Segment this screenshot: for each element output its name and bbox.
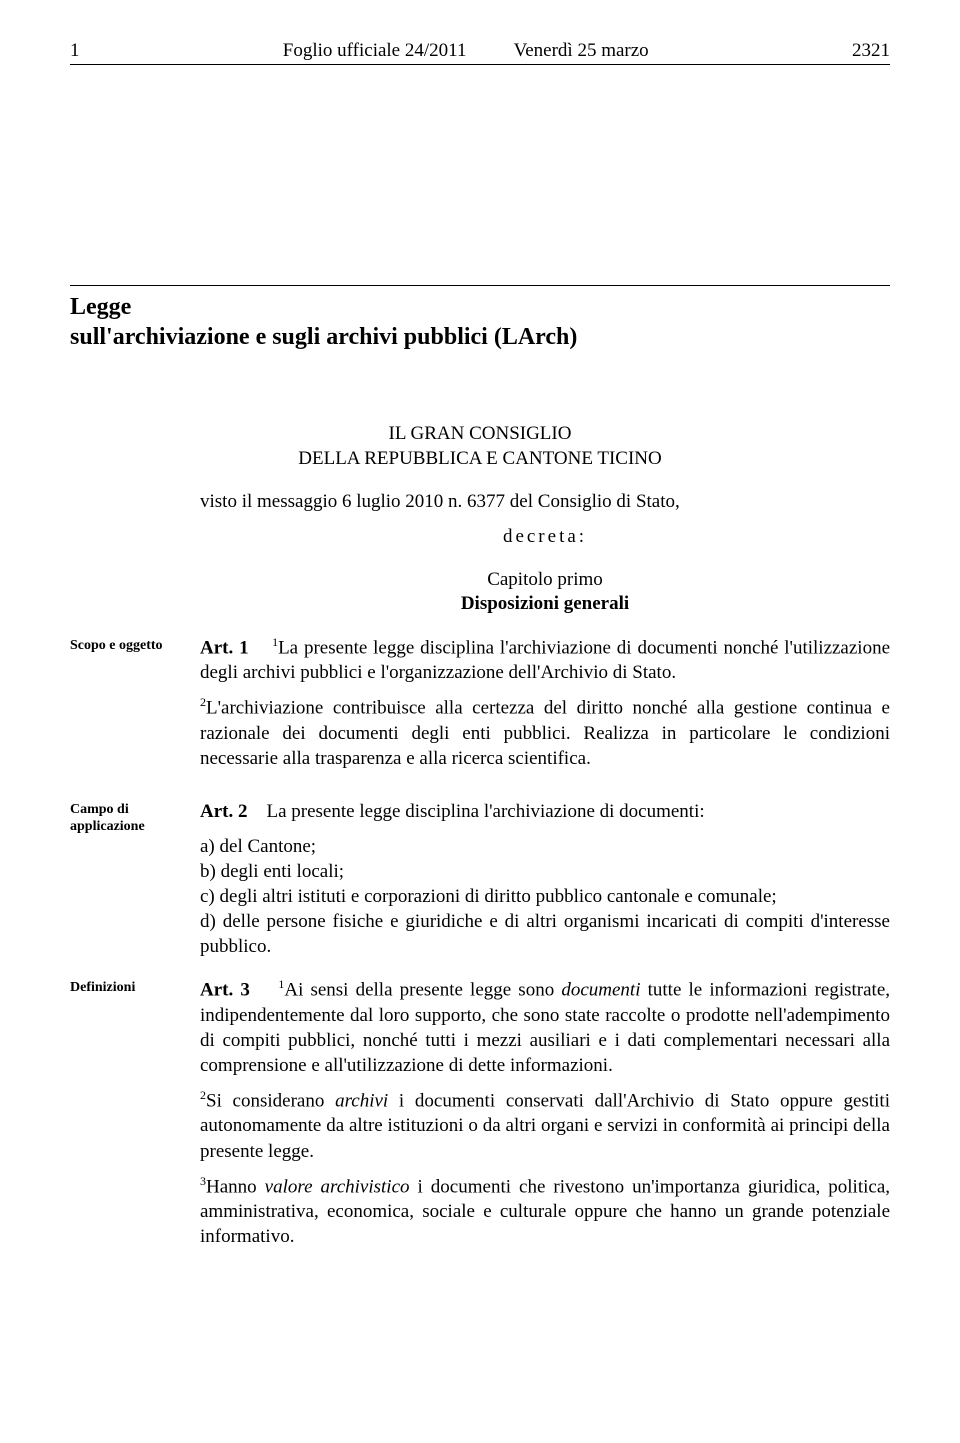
art3-p3-em: valore archivistico — [265, 1176, 410, 1197]
header-page-right: 2321 — [852, 40, 890, 62]
header-date: Venerdì 25 marzo — [514, 40, 649, 61]
chapter-line1: Capitolo primo — [200, 568, 890, 593]
art1-p1-text: La presente legge disciplina l'archiviaz… — [200, 637, 890, 683]
art3-p1-em: documenti — [561, 980, 640, 1001]
article-2: Campo di applicazione Art. 2 La presente… — [70, 799, 890, 959]
art3-p3: 3Hanno valore archivistico i documenti c… — [200, 1174, 890, 1250]
art1-p2-text: L'archiviazione contribuisce alla certez… — [200, 698, 890, 769]
visto-body: visto il messaggio 6 luglio 2010 n. 6377… — [200, 489, 890, 617]
art3-p2: 2Si considerano archivi i documenti cons… — [200, 1088, 890, 1164]
law-title: Legge sull'archiviazione e sugli archivi… — [70, 292, 890, 352]
art3-p2a: Si considerano — [206, 1090, 335, 1111]
spacer — [70, 65, 890, 285]
art1-p1: Art. 1 1La presente legge disciplina l'a… — [200, 635, 890, 685]
art2-intro-text: La presente legge disciplina l'archiviaz… — [266, 801, 704, 822]
journal-ref: Foglio ufficiale 24/2011 — [283, 40, 467, 61]
art2-intro: Art. 2 La presente legge disciplina l'ar… — [200, 799, 890, 824]
art2-label: Art. 2 — [200, 801, 247, 822]
article-3-body: Art. 3 1Ai sensi della presente legge so… — [200, 977, 890, 1259]
issuing-authority: IL GRAN CONSIGLIO DELLA REPUBBLICA E CAN… — [70, 422, 890, 471]
art3-p1: Art. 3 1Ai sensi della presente legge so… — [200, 977, 890, 1078]
art3-label: Art. 3 — [200, 980, 250, 1001]
authority-line1: IL GRAN CONSIGLIO — [70, 422, 890, 447]
article-1-body: Art. 1 1La presente legge disciplina l'a… — [200, 635, 890, 781]
art2-a: a) del Cantone; — [200, 834, 890, 859]
article-1: Scopo e oggetto Art. 1 1La presente legg… — [70, 635, 890, 781]
art2-d: d) delle persone fisiche e giuridiche e … — [200, 909, 890, 959]
title-rule — [70, 285, 890, 286]
art1-label: Art. 1 — [200, 637, 249, 658]
page: 1 Foglio ufficiale 24/2011 Venerdì 25 ma… — [0, 0, 960, 1319]
art2-list: a) del Cantone; b) degli enti locali; c)… — [200, 834, 890, 959]
art2-c: c) degli altri istituti e corporazioni d… — [200, 884, 890, 909]
header-journal: Foglio ufficiale 24/2011 Venerdì 25 marz… — [80, 40, 853, 62]
art2-b: b) degli enti locali; — [200, 859, 890, 884]
title-line1: Legge — [70, 292, 890, 322]
article-2-body: Art. 2 La presente legge disciplina l'ar… — [200, 799, 890, 959]
title-line2: sull'archiviazione e sugli archivi pubbl… — [70, 322, 890, 352]
header-page-left: 1 — [70, 40, 80, 62]
art1-p2: 2L'archiviazione contribuisce alla certe… — [200, 695, 890, 771]
margin-note-art1: Scopo e oggetto — [70, 635, 200, 781]
visto-text: visto il messaggio 6 luglio 2010 n. 6377… — [200, 489, 890, 514]
chapter-line2: Disposizioni generali — [200, 592, 890, 617]
chapter-heading: Capitolo primo Disposizioni generali — [200, 568, 890, 617]
running-header: 1 Foglio ufficiale 24/2011 Venerdì 25 ma… — [70, 40, 890, 65]
art3-p3a: Hanno — [206, 1176, 265, 1197]
art3-p1a: Ai sensi della presente legge sono — [284, 980, 561, 1001]
margin-empty — [70, 489, 200, 617]
margin-note-art3: Definizioni — [70, 977, 200, 1259]
margin-note-art2: Campo di applicazione — [70, 799, 200, 959]
authority-line2: DELLA REPUBBLICA E CANTONE TICINO — [70, 447, 890, 472]
art3-p2-em: archivi — [335, 1090, 388, 1111]
decreta: decreta: — [200, 524, 890, 549]
visto-row: visto il messaggio 6 luglio 2010 n. 6377… — [70, 489, 890, 617]
article-3: Definizioni Art. 3 1Ai sensi della prese… — [70, 977, 890, 1259]
